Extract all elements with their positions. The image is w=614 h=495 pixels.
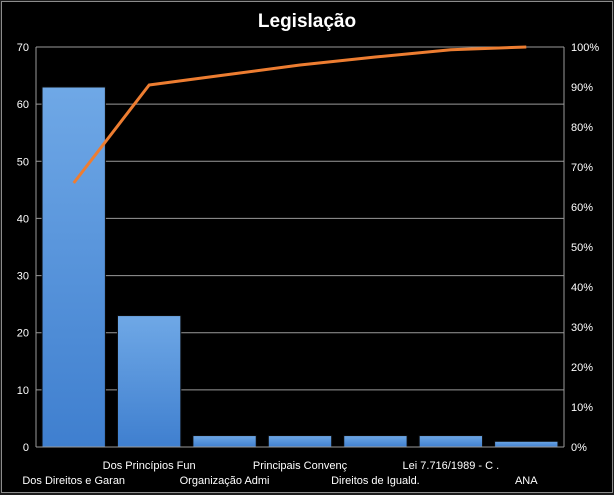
category-label: Principais Convenç bbox=[253, 460, 348, 472]
y-right-tick-label: 40% bbox=[571, 282, 593, 294]
y-right-tick-label: 100% bbox=[571, 42, 599, 54]
y-left-tick-label: 70 bbox=[17, 42, 29, 54]
bar-series bbox=[42, 87, 558, 447]
y-right-tick-label: 90% bbox=[571, 82, 593, 94]
category-label: Dos Direitos e Garan bbox=[22, 475, 125, 487]
chart-title: Legislação bbox=[258, 11, 356, 32]
y-right-tick-label: 60% bbox=[571, 202, 593, 214]
y-left-tick-label: 60 bbox=[17, 99, 29, 111]
y-left-tick-label: 30 bbox=[17, 271, 29, 283]
axes bbox=[36, 47, 564, 447]
y-left-tick-label: 40 bbox=[17, 213, 29, 225]
cumulative-line-series bbox=[74, 47, 527, 183]
y-left-tick-label: 0 bbox=[23, 442, 29, 454]
y-left-tick-label: 20 bbox=[17, 328, 29, 340]
category-label: Direitos de Iguald. bbox=[331, 475, 420, 487]
y-left-tick-label: 50 bbox=[17, 156, 29, 168]
bar bbox=[495, 441, 558, 447]
y-right-tick-label: 70% bbox=[571, 162, 593, 174]
y-right-tick-label: 50% bbox=[571, 242, 593, 254]
gridlines bbox=[36, 47, 564, 390]
bar bbox=[117, 316, 180, 447]
y-left-tick-label: 10 bbox=[17, 385, 29, 397]
category-label: Dos Princípios Fun bbox=[103, 460, 196, 472]
bar bbox=[42, 87, 105, 447]
y-right-tick-label: 30% bbox=[571, 322, 593, 334]
category-label: ANA bbox=[515, 475, 538, 487]
category-label: Lei 7.716/1989 - C . bbox=[403, 460, 500, 472]
bar bbox=[344, 436, 407, 447]
category-labels: Dos Direitos e Garan Dos Princípios Fun Or… bbox=[22, 460, 538, 487]
category-label: Organização Admi bbox=[180, 475, 270, 487]
y-right-tick-label: 80% bbox=[571, 122, 593, 134]
bar bbox=[268, 436, 331, 447]
cumulative-line bbox=[74, 47, 527, 183]
bar bbox=[193, 436, 256, 447]
y-right-tick-label: 10% bbox=[571, 402, 593, 414]
y-right-tick-label: 20% bbox=[571, 362, 593, 374]
y-right-tick-label: 0% bbox=[571, 442, 587, 454]
bar bbox=[419, 436, 482, 447]
